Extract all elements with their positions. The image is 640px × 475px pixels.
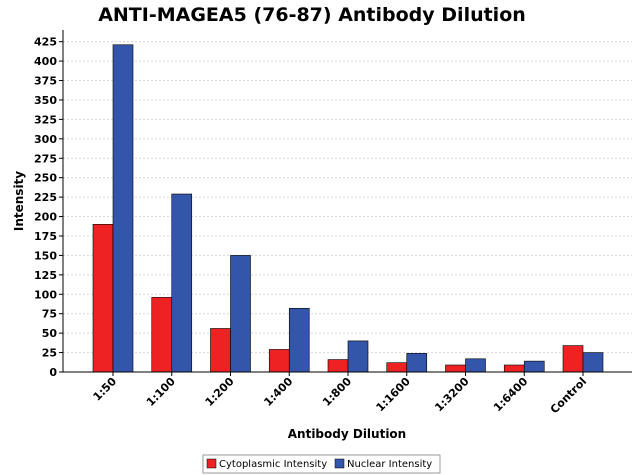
- x-tick-label: 1:200: [203, 375, 237, 409]
- grid: [63, 41, 632, 354]
- y-tick-label: 200: [34, 211, 57, 224]
- bar-nuclear: [347, 340, 369, 373]
- bar-cytoplasmic: [562, 345, 584, 373]
- x-tick-label: 1:3200: [432, 375, 472, 415]
- x-ticks: 1:50 1:100 1:200 1:400 1:800 1:1600 1:3200 1:64…: [91, 372, 589, 416]
- y-tick-label: 425: [34, 36, 57, 49]
- x-tick-label: Control: [548, 375, 589, 416]
- bar-cytoplasmic: [386, 362, 408, 373]
- x-axis-label: Antibody Dilution: [288, 427, 406, 441]
- bar-nuclear: [112, 44, 134, 373]
- y-tick-label: 100: [34, 288, 57, 301]
- y-tick-label: 275: [34, 152, 57, 165]
- y-axis-label: Intensity: [12, 171, 26, 231]
- y-tick-label: 175: [34, 230, 57, 243]
- x-tick-label: 1:6400: [491, 375, 531, 415]
- chart-title: ANTI-MAGEA5 (76-87) Antibody Dilution: [98, 4, 526, 26]
- legend-swatch-nuclear: [334, 458, 345, 469]
- bar-nuclear: [465, 358, 486, 373]
- y-tick-label: 400: [34, 55, 57, 68]
- bar-cytoplasmic: [445, 364, 466, 373]
- y-tick-label: 125: [34, 269, 57, 282]
- axes: [62, 30, 632, 373]
- legend-swatch-cytoplasmic: [206, 458, 217, 469]
- y-tick-label: 150: [34, 249, 57, 262]
- legend: Cytoplasmic Intensity Nuclear Intensity: [202, 454, 441, 474]
- bar-nuclear: [406, 353, 428, 373]
- legend-label-cytoplasmic: Cytoplasmic Intensity: [219, 459, 327, 470]
- bar-nuclear: [523, 360, 545, 373]
- legend-frame: [202, 454, 441, 474]
- bar-cytoplasmic: [327, 359, 349, 373]
- bar-cytoplasmic: [151, 297, 173, 373]
- y-ticks: 0 25 50 75 100 125 150 175 200 225 250 275 300 325 350…: [34, 36, 63, 379]
- bar-cytoplasmic: [268, 349, 290, 373]
- bar-cytoplasmic: [92, 224, 114, 373]
- bar-nuclear: [288, 307, 310, 373]
- bar-nuclear: [171, 193, 193, 373]
- y-tick-label: 225: [34, 191, 57, 204]
- legend-label-nuclear: Nuclear Intensity: [347, 459, 432, 470]
- x-tick-label: 1:50: [91, 375, 120, 404]
- x-tick-label: 1:800: [320, 375, 354, 409]
- y-tick-label: 0: [49, 366, 57, 379]
- x-tick-label: 1:400: [261, 375, 295, 409]
- x-tick-label: 1:1600: [374, 375, 414, 415]
- y-tick-label: 75: [42, 308, 57, 321]
- y-tick-label: 25: [42, 347, 57, 360]
- bars: [92, 44, 604, 373]
- y-tick-label: 300: [34, 133, 57, 146]
- bar-nuclear: [230, 255, 251, 373]
- y-tick-label: 325: [34, 113, 57, 126]
- bar-nuclear: [582, 352, 604, 373]
- bar-cytoplasmic: [210, 328, 231, 373]
- y-tick-label: 375: [34, 75, 57, 88]
- y-tick-label: 350: [34, 94, 57, 107]
- bar-cytoplasmic: [503, 364, 525, 373]
- y-tick-label: 50: [42, 327, 58, 340]
- y-tick-label: 250: [34, 172, 57, 185]
- x-tick-label: 1:100: [144, 375, 178, 409]
